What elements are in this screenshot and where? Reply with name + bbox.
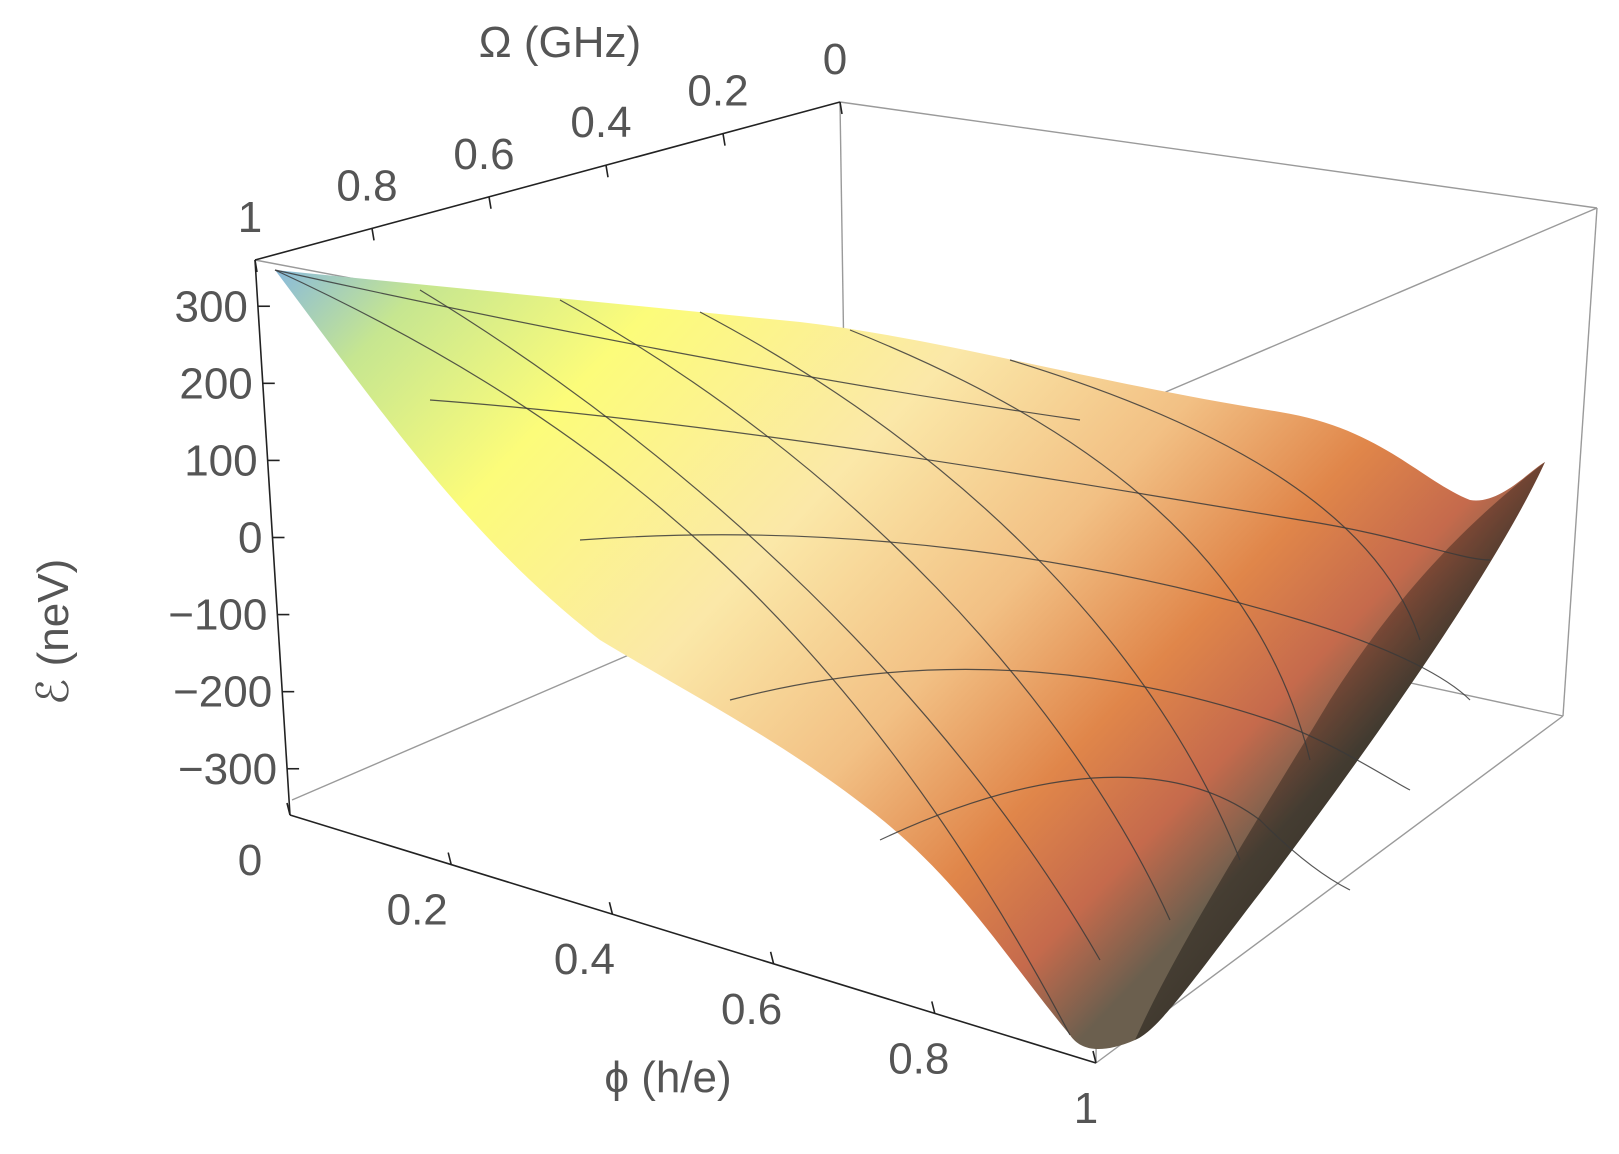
y-axis-line <box>254 101 841 261</box>
box-edge <box>1099 207 1598 421</box>
z-ticks: 300 200 100 0 −100 −200 −300 <box>168 282 300 794</box>
x-tick-mark <box>769 951 775 964</box>
x-tick-label: 0 <box>238 836 262 885</box>
y-tick-label: 0 <box>823 35 847 84</box>
y-tick-label: 0.2 <box>687 67 748 116</box>
x-tick-label: 1 <box>1074 1084 1098 1133</box>
y-tick-label: 0.6 <box>453 130 514 179</box>
y-tick-mark <box>722 133 726 146</box>
y-tick-mark <box>605 165 609 178</box>
y-tick-mark <box>371 228 375 241</box>
x-tick-mark <box>286 802 291 816</box>
z-axis-title: ℰ (neV) <box>29 559 78 705</box>
y-tick-label: 0.8 <box>336 161 397 210</box>
z-tick-label: 300 <box>174 282 247 331</box>
z-tick-label: 0 <box>238 514 262 563</box>
mesh-line <box>729 668 1411 791</box>
mesh-line <box>699 311 1241 861</box>
surface-mesh <box>274 269 1491 1036</box>
y-tick-mark <box>254 259 258 273</box>
x-axis-line <box>289 814 1097 1064</box>
x-tick-mark <box>608 902 614 915</box>
mesh-line <box>849 329 1311 761</box>
mesh-line <box>429 399 1491 561</box>
x-tick-label: 0.2 <box>387 886 448 935</box>
box-edge <box>1095 715 1564 1064</box>
y-axis: 0 0.2 0.4 0.6 0.8 1 Ω (GHz) <box>238 18 847 273</box>
x-tick-mark <box>1092 1050 1097 1064</box>
y-ticks: 0 0.2 0.4 0.6 0.8 1 <box>238 35 847 273</box>
y-tick-label: 0.4 <box>570 98 631 147</box>
x-tick-mark <box>931 1001 936 1014</box>
mesh-line <box>274 269 1071 1036</box>
z-tick-label: 100 <box>184 436 257 485</box>
x-tick-mark <box>447 852 452 865</box>
y-tick-mark <box>839 101 843 115</box>
x-ticks: 0 0.2 0.4 0.6 0.8 1 <box>238 802 1098 1133</box>
z-axis: 300 200 100 0 −100 −200 −300 ℰ (neV) <box>29 259 300 816</box>
z-tick-label: −100 <box>168 591 267 640</box>
surface-patch <box>275 270 1545 1050</box>
x-tick-label: 0.4 <box>554 935 615 984</box>
x-tick-label: 0.8 <box>888 1034 949 1083</box>
mesh-line <box>559 299 1171 921</box>
y-tick-mark <box>488 196 492 209</box>
x-axis-title: ϕ (h/e) <box>604 1053 731 1102</box>
mesh-line <box>1009 359 1421 641</box>
x-tick-label: 0.6 <box>721 985 782 1034</box>
x-axis: 0 0.2 0.4 0.6 0.8 1 ϕ (h/e) <box>238 802 1098 1133</box>
box-edge <box>839 101 1598 209</box>
z-tick-label: −200 <box>173 668 272 717</box>
mesh-line <box>579 534 1471 701</box>
y-tick-label: 1 <box>238 193 262 242</box>
surface <box>274 269 1545 1050</box>
z-tick-label: −300 <box>178 745 277 794</box>
box-edge <box>1562 207 1598 717</box>
mesh-line <box>419 289 1101 961</box>
y-axis-title: Ω (GHz) <box>479 18 641 67</box>
z-tick-label: 200 <box>179 359 252 408</box>
mesh-line <box>274 269 1081 421</box>
